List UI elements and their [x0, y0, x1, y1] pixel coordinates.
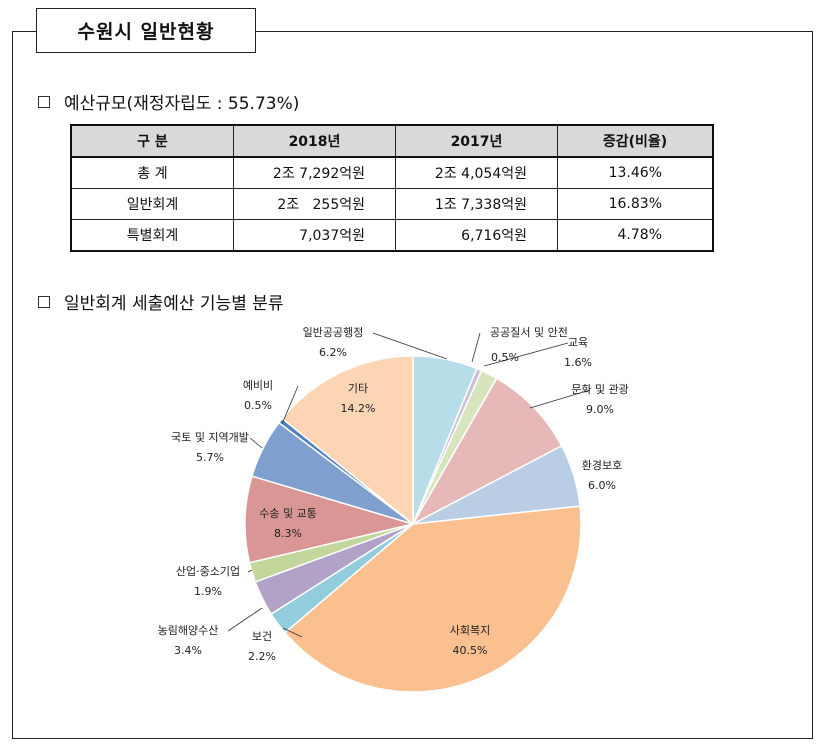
slice-percent: 14.2% — [341, 402, 376, 415]
leader-line — [471, 332, 481, 363]
slice-label: 농림해양수산 — [158, 623, 219, 637]
slice-percent: 3.4% — [174, 644, 202, 657]
slice-percent: 9.0% — [586, 403, 614, 416]
column-header: 2017년 — [395, 124, 558, 158]
value-2018: 7,037억원 — [233, 219, 396, 252]
slice-label: 공공질서 및 안전 — [490, 326, 568, 339]
slice-label: 수송 및 교통 — [259, 507, 317, 520]
leader-line — [227, 607, 263, 632]
slice-percent: 8.3% — [274, 527, 302, 540]
change-rate: 4.78% — [557, 219, 714, 252]
slice-label: 예비비 — [243, 379, 273, 392]
pie-slice — [281, 355, 414, 526]
leader-line — [281, 385, 299, 425]
slice-percent: 1.9% — [194, 585, 222, 598]
leader-line — [247, 569, 253, 573]
slice-percent: 6.0% — [588, 479, 616, 492]
content-frame — [12, 31, 813, 739]
value-2017: 1조 7,338억원 — [395, 188, 558, 220]
table-row: 특별회계 7,037억원 6,716억원 4.78% — [70, 219, 714, 252]
slice-label: 사회복지 — [450, 624, 490, 637]
slice-percent: 0.5% — [244, 399, 272, 412]
budget-table: 구 분 2018년 2017년 증감(비율) 총 계 2조 7,292억원 2조… — [70, 124, 714, 252]
budget-heading-text: 예산규모(재정자립도 : 55.73%) — [64, 94, 300, 114]
row-label: 총 계 — [70, 156, 234, 189]
page-title: 수원시 일반현황 — [36, 8, 256, 53]
value-2018: 2조 255억원 — [233, 188, 396, 220]
slice-label: 교육 — [568, 336, 588, 349]
leader-line — [282, 627, 303, 638]
value-2018: 2조 7,292억원 — [233, 156, 396, 189]
slice-percent: 5.7% — [196, 451, 224, 464]
column-header: 증감(비율) — [557, 124, 714, 158]
slice-percent: 1.6% — [564, 356, 592, 369]
change-rate: 16.83% — [557, 188, 714, 220]
slice-label: 문화 및 관광 — [571, 383, 629, 396]
checkbox-square-icon — [38, 95, 50, 108]
slice-label: 환경보호 — [582, 459, 622, 472]
table-row: 총 계 2조 7,292억원 2조 4,054억원 13.46% — [70, 156, 714, 189]
leader-line — [529, 389, 591, 409]
leader-line — [249, 437, 263, 449]
slice-label: 국토 및 지역개발 — [171, 431, 249, 444]
pie-heading: 일반회계 세출예산 기능별 분류 — [38, 289, 284, 314]
slice-percent: 0.5% — [491, 351, 519, 364]
budget-heading: 예산규모(재정자립도 : 55.73%) — [38, 89, 299, 114]
column-header: 2018년 — [233, 124, 396, 158]
slice-label: 산업·중소기업 — [176, 565, 240, 578]
row-label: 특별회계 — [70, 219, 234, 252]
row-label: 일반회계 — [70, 188, 234, 220]
change-rate: 13.46% — [557, 156, 714, 189]
pie-slice — [411, 377, 563, 526]
slice-percent: 6.2% — [319, 346, 347, 359]
slice-label: 일반공공행정 — [303, 325, 364, 339]
leader-line — [372, 332, 448, 360]
slice-label: 보건 — [252, 630, 272, 643]
table-row: 일반회계 2조 255억원 1조 7,338억원 16.83% — [70, 188, 714, 220]
table-header-row: 구 분 2018년 2017년 증감(비율) — [70, 124, 714, 158]
checkbox-square-icon — [38, 295, 50, 308]
pie-heading-text: 일반회계 세출예산 기능별 분류 — [64, 294, 284, 314]
column-header: 구 분 — [70, 124, 234, 158]
pie-slice — [283, 505, 582, 693]
slice-percent: 40.5% — [453, 644, 488, 657]
slice-label: 기타 — [348, 382, 368, 395]
slice-percent: 2.2% — [248, 650, 276, 663]
leader-line — [483, 342, 569, 367]
value-2017: 6,716억원 — [395, 219, 558, 252]
pie-slice — [244, 475, 416, 564]
